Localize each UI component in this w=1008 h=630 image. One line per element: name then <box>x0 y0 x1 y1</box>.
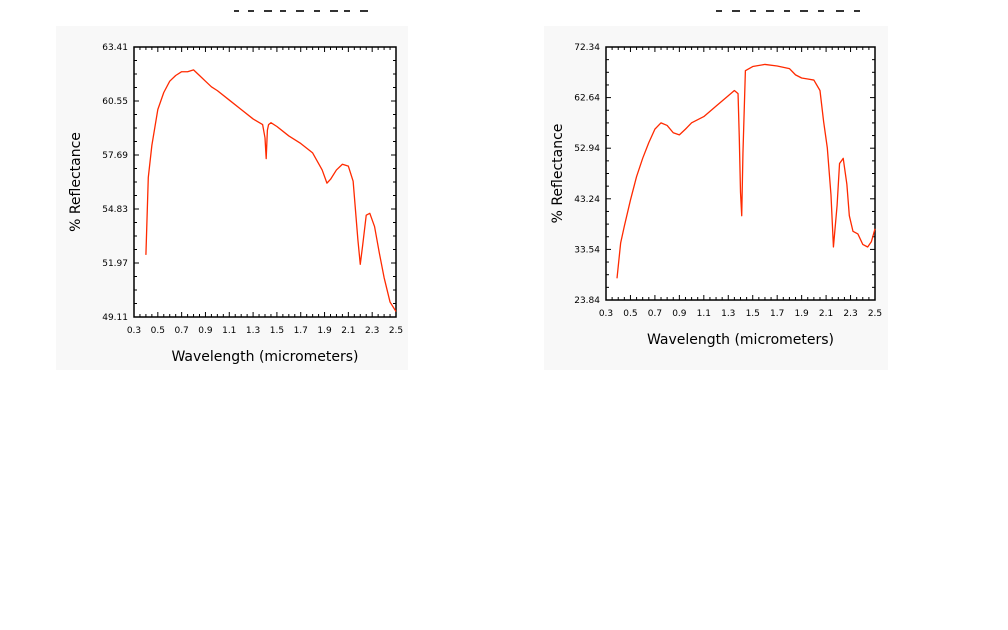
y-tick-label: 43.24 <box>574 195 600 205</box>
y-tick-label: 52.94 <box>574 144 600 154</box>
x-tick-label: 1.7 <box>770 309 784 319</box>
chart-svg-left: 0.3 0.5 0.7 0.9 1.1 1.3 1.5 1.7 1.9 2.1 2.3 2.5 49.1… <box>56 26 408 370</box>
x-tick-label: 0.7 <box>648 309 662 319</box>
x-tick-label: 1.7 <box>294 326 308 336</box>
cropped-title-fragment-right <box>714 0 864 12</box>
x-tick-label: 2.5 <box>389 326 403 336</box>
cropped-title-marks-right <box>716 10 860 12</box>
x-axis-label: Wavelength (micrometers) <box>647 332 834 348</box>
x-tick-label: 1.1 <box>222 326 236 336</box>
y-tick-label: 57.69 <box>102 151 128 161</box>
y-tick-label: 33.54 <box>574 245 600 255</box>
y-tick-label: 63.41 <box>102 43 128 53</box>
reflectance-series-line <box>145 69 397 312</box>
y-axis-label: % Reflectance <box>68 132 84 232</box>
cropped-title-marks-left <box>234 10 368 12</box>
x-tick-label: 1.3 <box>246 326 260 336</box>
x-tick-label: 0.3 <box>127 326 141 336</box>
y-axis-label: % Reflectance <box>550 124 566 224</box>
chart-svg-right: 0.3 0.5 0.7 0.9 1.1 1.3 1.5 1.7 1.9 2.1 2.3 2.5 23.8… <box>544 26 888 370</box>
x-tick-label: 0.5 <box>623 309 637 319</box>
x-tick-label: 1.3 <box>721 309 735 319</box>
x-tick-label: 2.3 <box>365 326 379 336</box>
x-tick-label: 0.9 <box>198 326 213 336</box>
x-tick-label: 1.5 <box>746 309 760 319</box>
x-tick-label: 2.1 <box>819 309 833 319</box>
reflectance-series-line <box>616 63 876 279</box>
reflectance-chart-left: 0.3 0.5 0.7 0.9 1.1 1.3 1.5 1.7 1.9 2.1 2.3 2.5 49.1… <box>56 26 408 370</box>
y-tick-label: 49.11 <box>102 313 128 323</box>
x-tick-label: 1.9 <box>317 326 332 336</box>
x-tick-label: 0.3 <box>599 309 613 319</box>
x-tick-label: 1.1 <box>697 309 711 319</box>
plot-frame <box>133 46 397 318</box>
y-tick-label: 23.84 <box>574 296 600 306</box>
x-tick-label: 2.1 <box>341 326 355 336</box>
y-tick-label: 51.97 <box>102 259 128 269</box>
x-tick-label: 0.9 <box>672 309 687 319</box>
reflectance-chart-right: 0.3 0.5 0.7 0.9 1.1 1.3 1.5 1.7 1.9 2.1 2.3 2.5 23.8… <box>544 26 888 370</box>
x-tick-label: 2.3 <box>843 309 857 319</box>
x-tick-label: 0.5 <box>151 326 165 336</box>
y-tick-label: 60.55 <box>102 97 128 107</box>
x-tick-label: 0.7 <box>174 326 188 336</box>
x-axis-label: Wavelength (micrometers) <box>171 349 358 365</box>
cropped-title-fragment-left <box>232 0 382 12</box>
y-tick-label: 72.34 <box>574 43 600 53</box>
x-tick-label: 2.5 <box>868 309 882 319</box>
tick-marks <box>133 46 397 318</box>
y-tick-label: 62.64 <box>574 94 600 104</box>
x-tick-label: 1.5 <box>270 326 284 336</box>
x-tick-label: 1.9 <box>794 309 809 319</box>
y-tick-label: 54.83 <box>102 205 128 215</box>
tick-marks <box>605 46 876 301</box>
